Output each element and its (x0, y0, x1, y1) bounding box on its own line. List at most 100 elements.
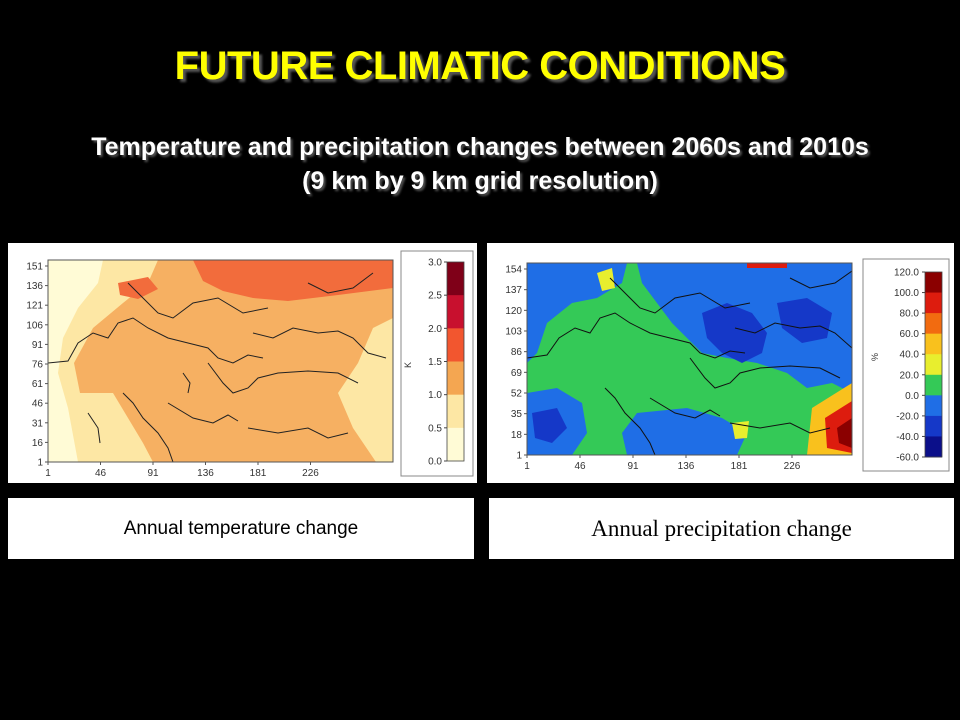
temperature-caption-box: Annual temperature change (8, 498, 474, 559)
temperature-field-lowest-west (48, 260, 103, 462)
temperature-y-tick-label: 91 (32, 340, 44, 351)
precipitation-colorbar-label: -60.0 (896, 453, 919, 464)
slide-subtitle: Temperature and precipitation changes be… (0, 130, 960, 198)
precipitation-field-red-top (747, 263, 787, 268)
temperature-colorbar-label: 1.5 (428, 357, 442, 368)
precipitation-x-tick-label: 136 (678, 461, 695, 472)
precipitation-colorbar-swatch (925, 272, 942, 294)
precipitation-colorbar-label: -40.0 (896, 432, 919, 443)
precipitation-caption-box: Annual precipitation change (489, 498, 954, 559)
precipitation-y-axis: 154 137 120 103 86 69 52 35 18 1 (505, 265, 527, 462)
temperature-x-tick-label: 181 (250, 468, 267, 479)
precipitation-field-dark-east (777, 298, 832, 343)
precipitation-field-dark-southwest (532, 408, 567, 443)
temperature-colorbar-swatch (447, 262, 464, 296)
temperature-colorbar-label: 0.5 (428, 423, 442, 434)
precipitation-colorbar-label: 20.0 (900, 370, 920, 381)
temperature-x-tick-label: 91 (147, 468, 159, 479)
temperature-y-tick-label: 151 (26, 262, 43, 273)
temperature-map-coastlines (48, 272, 387, 462)
subtitle-line-1: Temperature and precipitation changes be… (91, 133, 869, 161)
precipitation-colorbar-label: 0.0 (905, 391, 919, 402)
temperature-y-tick-label: 76 (32, 360, 44, 371)
precipitation-x-tick-label: 1 (524, 461, 530, 472)
precipitation-caption: Annual precipitation change (591, 515, 852, 541)
precipitation-x-tick-label: 226 (784, 461, 801, 472)
temperature-y-tick-label: 46 (32, 399, 44, 410)
temperature-x-tick-label: 1 (45, 468, 51, 479)
temperature-y-tick-label: 106 (26, 320, 43, 331)
temperature-map-chart: 151 136 121 106 91 76 61 46 31 16 1 1 46 91 136 181 226… (26, 250, 474, 479)
precipitation-colorbar-label: 100.0 (894, 288, 919, 299)
temperature-colorbar-swatch (447, 361, 464, 396)
precipitation-colorbar-swatch (925, 395, 942, 417)
precipitation-colorbar-outline (924, 271, 943, 458)
temperature-map-plot-area (48, 260, 393, 462)
precipitation-colorbar-label: 120.0 (894, 268, 919, 279)
precipitation-x-tick-label: 46 (574, 461, 586, 472)
temperature-colorbar-swatch (447, 394, 464, 429)
temperature-colorbar-label: 3.0 (428, 258, 442, 269)
temperature-y-tick-label: 136 (26, 281, 43, 292)
temperature-x-axis: 1 46 91 136 181 226 (45, 462, 319, 479)
precipitation-y-tick-label: 154 (505, 265, 522, 276)
precipitation-colorbar-swatch (925, 374, 942, 396)
temperature-y-tick-label: 61 (32, 379, 44, 390)
slide-title: FUTURE CLIMATIC CONDITIONS (174, 44, 786, 88)
temperature-y-tick-label: 1 (37, 458, 43, 469)
precipitation-y-tick-label: 35 (511, 409, 523, 420)
temperature-colorbar-swatch (447, 427, 464, 462)
precipitation-y-tick-label: 52 (511, 389, 523, 400)
temperature-map-panel: 151 136 121 106 91 76 61 46 31 16 1 1 46 91 136 181 226… (8, 243, 477, 483)
temperature-field-high-patch (118, 277, 158, 299)
temperature-colorbar-label: 2.0 (428, 324, 442, 335)
precipitation-colorbar: 120.0 100.0 80.0 60.0 40.0 20.0 0.0 -20.0 -40.0 -… (894, 268, 943, 464)
temperature-y-axis: 151 136 121 106 91 76 61 46 31 16 1 (26, 262, 48, 469)
precipitation-field-blue-south (622, 408, 747, 455)
precipitation-y-tick-label: 86 (511, 347, 523, 358)
temperature-colorbar: 3.0 2.5 2.0 1.5 1.0 0.5 0.0 (428, 258, 465, 468)
precipitation-y-tick-label: 103 (505, 327, 522, 338)
precipitation-colorbar-swatch (925, 436, 942, 458)
precipitation-colorbar-swatch (925, 354, 942, 376)
precipitation-colorbar-label: -20.0 (896, 411, 919, 422)
precipitation-colorbar-swatch (925, 333, 942, 355)
temperature-field-low-east (338, 318, 393, 462)
precipitation-map-panel: 154 137 120 103 86 69 52 35 18 1 1 46 91 136 181 226 1… (487, 243, 954, 483)
precipitation-x-axis: 1 46 91 136 181 226 (524, 455, 801, 472)
precipitation-map-frame (526, 262, 853, 456)
temperature-x-tick-label: 136 (197, 468, 214, 479)
precipitation-map-coastlines (527, 270, 852, 455)
precipitation-colorbar-swatch (925, 292, 942, 314)
precipitation-field-yellow-north (597, 268, 615, 291)
precipitation-colorbar-unit: % (870, 353, 880, 361)
precipitation-colorbar-swatch (925, 415, 942, 437)
precipitation-x-tick-label: 181 (731, 461, 748, 472)
temperature-colorbar-swatch (447, 328, 464, 362)
precipitation-x-tick-label: 91 (627, 461, 639, 472)
precipitation-colorbar-label: 80.0 (900, 309, 920, 320)
precipitation-y-tick-label: 18 (511, 430, 523, 441)
precipitation-colorbar-label: 40.0 (900, 350, 920, 361)
precipitation-y-tick-label: 69 (511, 368, 523, 379)
subtitle-line-2: (9 km by 9 km grid resolution) (302, 167, 658, 195)
temperature-x-tick-label: 46 (95, 468, 107, 479)
precipitation-field-darkred-southeast (837, 418, 852, 448)
temperature-y-tick-label: 31 (32, 418, 44, 429)
temperature-colorbar-label: 2.5 (428, 291, 442, 302)
temperature-y-tick-label: 16 (32, 438, 44, 449)
temperature-map-frame (47, 259, 394, 463)
temperature-colorbar-unit: K (403, 362, 413, 368)
temperature-x-tick-label: 226 (302, 468, 319, 479)
temperature-colorbar-swatch (447, 295, 464, 329)
precipitation-y-tick-label: 120 (505, 306, 522, 317)
precipitation-map-plot-area (527, 263, 852, 455)
temperature-field-high-north (193, 260, 393, 301)
temperature-y-tick-label: 121 (26, 301, 43, 312)
precipitation-colorbar-label: 60.0 (900, 329, 920, 340)
temperature-colorbar-label: 1.0 (428, 390, 442, 401)
precipitation-y-tick-label: 1 (516, 451, 522, 462)
precipitation-field-dark-aegean (702, 303, 767, 363)
temperature-colorbar-label: 0.0 (428, 457, 442, 468)
